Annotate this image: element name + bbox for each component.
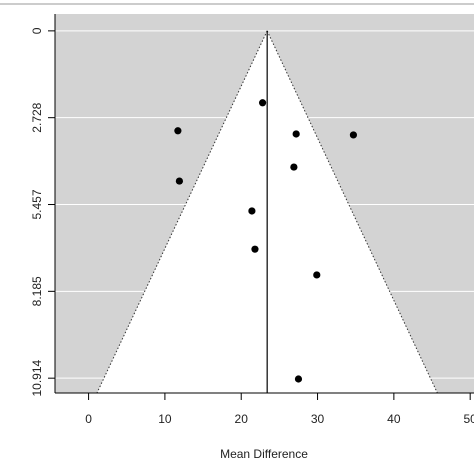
funnel-edge [96,30,268,394]
point [175,177,184,185]
y-tick-label: 0 [30,27,44,34]
x-tick-label: 0 [85,412,92,426]
point [313,271,321,279]
point [258,99,267,107]
x-axis-label: Mean Difference [220,447,308,461]
point [248,207,256,215]
y-tick-label: 10.914 [30,359,44,396]
x-tick-label: 10 [158,412,172,426]
y-tick-label: 8.185 [30,276,44,306]
y-tick-label: 2.728 [30,102,44,132]
funnel-edge [266,30,438,394]
point [290,163,298,171]
x-tick-label: 20 [235,412,249,426]
point [294,375,303,383]
x-tick-label: 50 [464,412,474,426]
point [349,131,358,139]
point [251,245,259,253]
x-tick-label: 40 [387,412,401,426]
y-tick-label: 5.457 [30,189,44,219]
point [292,130,300,138]
x-tick-label: 30 [311,412,325,426]
point [174,127,182,135]
